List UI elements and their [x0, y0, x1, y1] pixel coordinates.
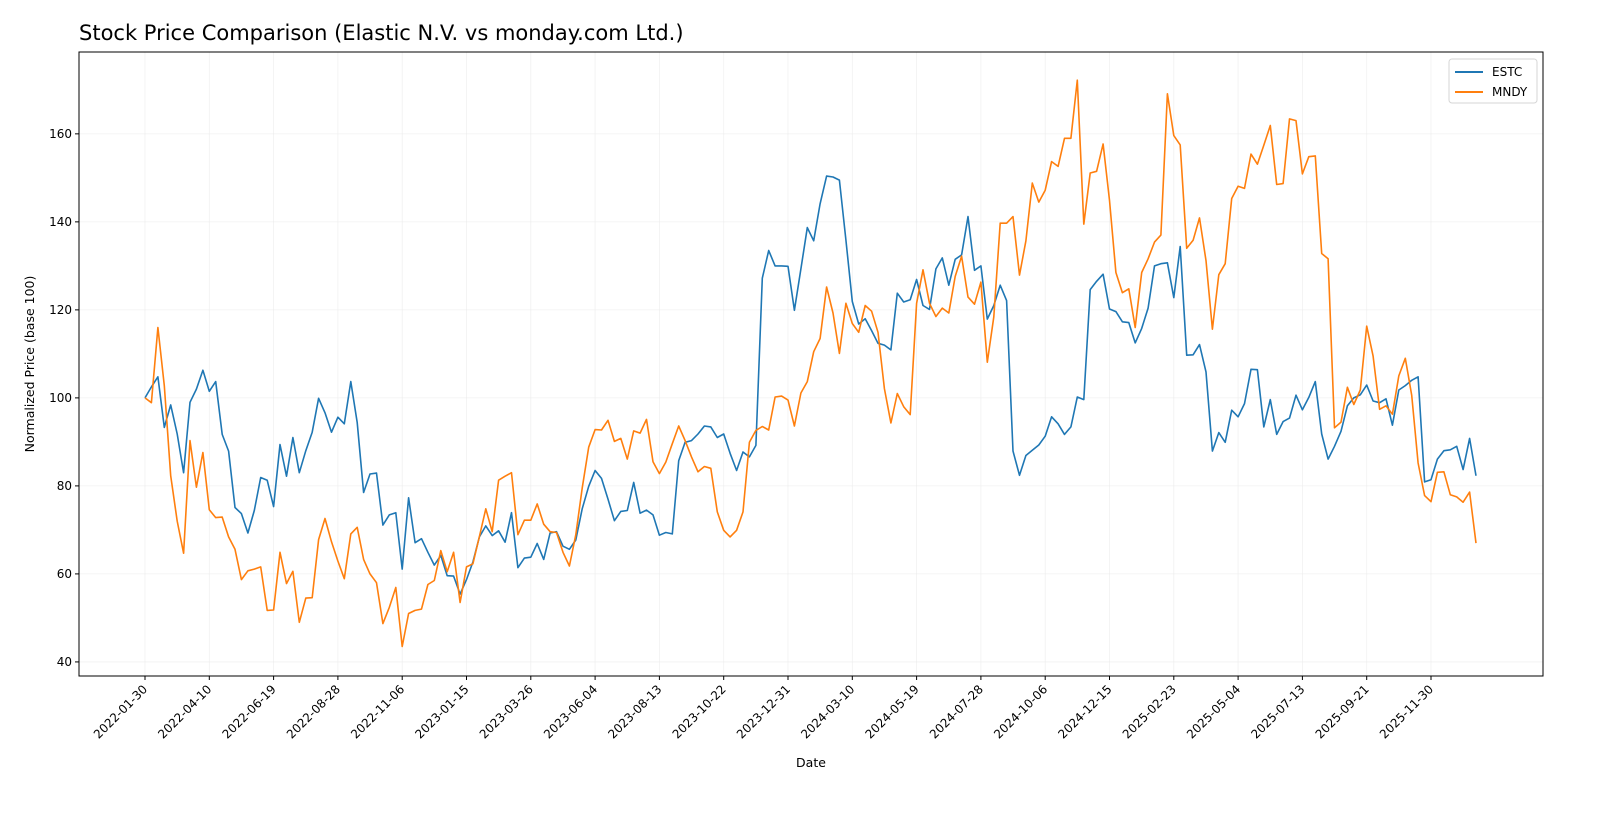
y-tick-label: 40: [57, 655, 72, 669]
x-tick-label: 2025-05-04: [1184, 682, 1243, 741]
x-tick-label: 2024-07-28: [927, 682, 986, 741]
y-tick-label: 100: [49, 391, 72, 405]
x-tick-label: 2023-03-26: [477, 682, 536, 741]
x-axis: 2022-01-30 2022-04-10 2022-06-19 2022-08-28…: [91, 676, 1436, 741]
x-tick-label: 2025-02-23: [1120, 682, 1179, 741]
x-tick-label: 2022-01-30: [91, 682, 150, 741]
x-tick-label: 2024-10-06: [991, 682, 1050, 741]
x-tick-label: 2023-12-31: [734, 682, 793, 741]
x-tick-label: 2024-12-15: [1055, 682, 1114, 741]
x-tick-label: 2022-08-28: [284, 682, 343, 741]
series-line-estc: [144, 175, 1477, 595]
y-tick-label: 120: [49, 303, 72, 317]
y-tick-label: 60: [57, 567, 72, 581]
x-tick-label: 2023-01-15: [412, 682, 471, 741]
x-axis-label: Date: [796, 755, 826, 770]
gridlines: [79, 52, 1543, 676]
x-tick-label: 2023-08-13: [605, 682, 664, 741]
x-tick-label: 2025-09-21: [1313, 682, 1372, 741]
y-axis-label: Normalized Price (base 100): [22, 276, 37, 453]
x-tick-label: 2022-04-10: [155, 682, 214, 741]
x-tick-label: 2025-07-13: [1248, 682, 1307, 741]
x-tick-label: 2023-10-22: [670, 682, 729, 741]
x-tick-label: 2024-05-19: [863, 682, 922, 741]
legend: ESTC MNDY: [1448, 58, 1538, 104]
x-tick-label: 2023-06-04: [541, 682, 600, 741]
y-tick-label: 140: [49, 215, 72, 229]
legend-label-mndy: MNDY: [1492, 85, 1528, 99]
series-lines: [144, 79, 1477, 648]
legend-label-estc: ESTC: [1492, 65, 1522, 79]
y-tick-label: 80: [57, 479, 72, 493]
x-tick-label: 2022-06-19: [220, 682, 279, 741]
x-tick-label: 2022-11-06: [348, 682, 407, 741]
x-tick-label: 2025-11-30: [1377, 682, 1436, 741]
y-axis: 40 60 80 100 120 140 160: [49, 127, 79, 669]
series-line-mndy: [144, 79, 1477, 648]
chart-title: Stock Price Comparison (Elastic N.V. vs …: [79, 21, 684, 45]
plot-frame: [78, 51, 1544, 677]
x-tick-label: 2024-03-10: [798, 682, 857, 741]
y-tick-label: 160: [49, 127, 72, 141]
